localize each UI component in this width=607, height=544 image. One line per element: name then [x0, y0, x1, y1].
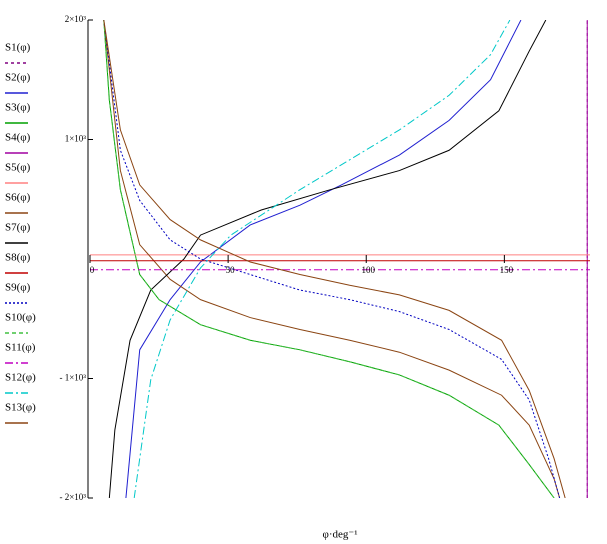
x-axis-label: φ·deg⁻¹ — [323, 529, 358, 541]
series-line — [103, 20, 561, 498]
x-tick-label: 150 — [500, 265, 514, 275]
x-tick-label: 100 — [361, 265, 375, 275]
legend-label: S7(φ) — [5, 222, 31, 234]
legend-label: S10(φ) — [5, 312, 36, 324]
plot-area — [90, 20, 590, 498]
legend-label: S12(φ) — [5, 372, 36, 384]
x-tick-label: 50 — [226, 265, 236, 275]
legend-label: S5(φ) — [5, 162, 31, 174]
y-tick-label: 1×10³ — [65, 134, 87, 144]
series-line — [103, 20, 555, 498]
legend-label: S1(φ) — [5, 42, 31, 54]
legend-label: S2(φ) — [5, 72, 31, 84]
series-line — [133, 20, 511, 498]
legend-label: S4(φ) — [5, 132, 31, 144]
legend-label: S13(φ) — [5, 402, 36, 414]
y-tick-label: 2×10³ — [65, 14, 87, 24]
y-tick-label: - 2×10³ — [59, 492, 86, 502]
x-tick-label: 0 — [90, 265, 95, 275]
legend-label: S11(φ) — [5, 342, 36, 354]
legend-label: S8(φ) — [5, 252, 31, 264]
legend-label: S3(φ) — [5, 102, 31, 114]
legend-label: S6(φ) — [5, 192, 31, 204]
series-line — [103, 20, 555, 498]
y-tick-label: - 1×10³ — [59, 373, 86, 383]
series-line — [103, 20, 566, 498]
series-line — [108, 20, 547, 498]
legend-label: S9(φ) — [5, 282, 31, 294]
series-line — [125, 20, 522, 498]
series-line — [103, 20, 561, 498]
